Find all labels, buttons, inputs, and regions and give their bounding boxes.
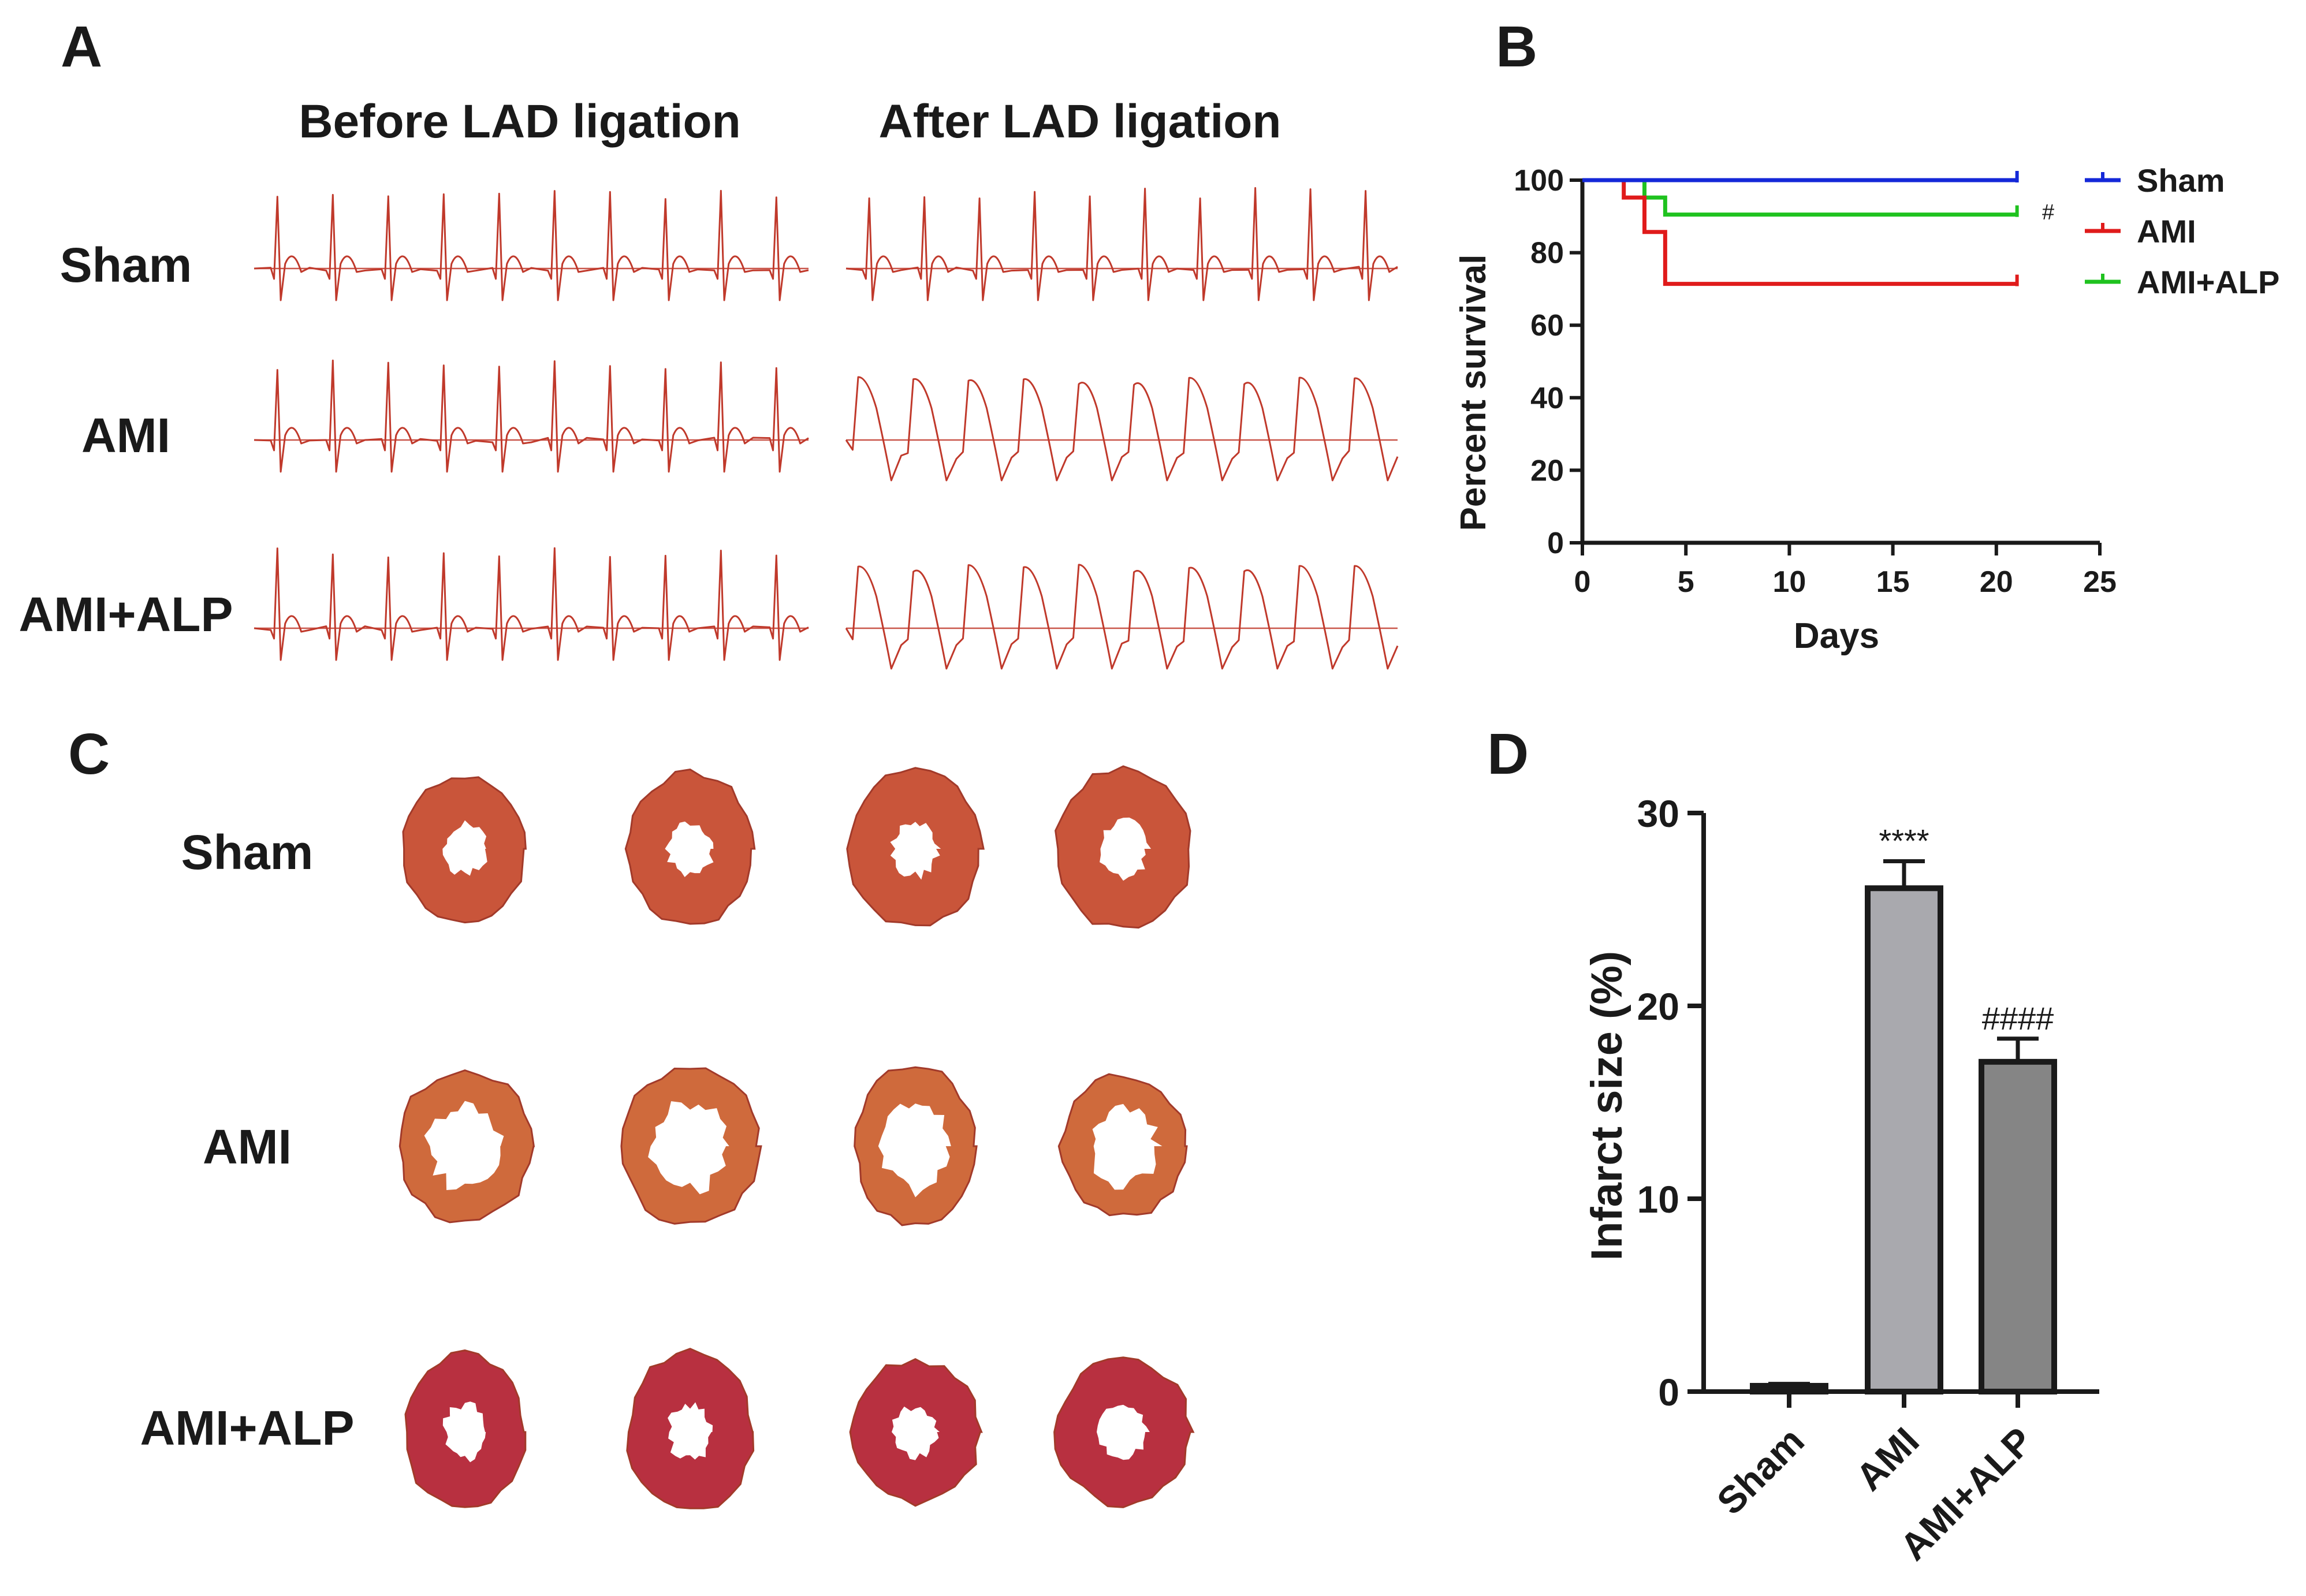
infarct-y-tick-label: 10 xyxy=(1637,1178,1679,1221)
infarct-axis-ticks: 0 10 20 30 xyxy=(1637,792,1704,1414)
slice-lumen xyxy=(442,1401,486,1463)
slice-lumen xyxy=(890,822,941,880)
survival-y-tick-label: 20 xyxy=(1530,454,1564,487)
heart-slice xyxy=(1053,1356,1195,1508)
survival-x-tick-label: 15 xyxy=(1876,565,1910,599)
ecg-row-label-sham: Sham xyxy=(60,238,192,292)
heart-slice xyxy=(1057,1073,1188,1217)
panel-b-label: B xyxy=(1496,14,1537,79)
header-after-lad: After LAD ligation xyxy=(879,95,1281,148)
bar-ami-alp xyxy=(1979,1058,2057,1394)
survival-legend: Sham AMI AMI+ALP xyxy=(2085,162,2279,300)
tissue-row-label-ami-alp: AMI+ALP xyxy=(140,1401,354,1455)
survival-y-tick-label: 0 xyxy=(1547,527,1564,560)
survival-line-ami-alp xyxy=(1582,178,2017,217)
slice-lumen xyxy=(892,1406,940,1460)
heart-slice xyxy=(846,767,985,927)
tissue-row-label-ami: AMI xyxy=(203,1120,292,1174)
survival-y-tick-label: 60 xyxy=(1530,309,1564,342)
significance-ami: **** xyxy=(1879,823,1929,859)
heart-slice xyxy=(854,1066,978,1226)
heart-slice xyxy=(849,1358,983,1507)
panel-a: A Before LAD ligation After LAD ligation… xyxy=(18,14,1399,670)
survival-x-tick-label: 0 xyxy=(1574,565,1591,599)
survival-line-ami xyxy=(1582,178,2017,286)
legend-label: AMI xyxy=(2137,213,2196,249)
survival-x-axis-label: Days xyxy=(1794,616,1879,656)
heart-slice xyxy=(1055,765,1191,929)
panel-b: B Percent survival Days 0 5 10 15 20 25 0 20 40 6… xyxy=(1454,14,2279,656)
survival-x-tick-label: 20 xyxy=(1980,565,2013,599)
infarct-y-tick-label: 0 xyxy=(1658,1371,1679,1414)
header-before-lad: Before LAD ligation xyxy=(299,95,740,148)
slice-lumen xyxy=(1097,1404,1150,1460)
slice-lumen xyxy=(424,1101,504,1190)
category-label-sham: Sham xyxy=(1708,1419,1812,1523)
heart-slice-images xyxy=(398,765,1195,1509)
tissue-row-label-sham: Sham xyxy=(181,825,314,879)
survival-axis-ticks: 0 5 10 15 20 25 0 20 40 60 80 100 xyxy=(1514,164,2117,599)
slice-lumen xyxy=(668,1402,713,1460)
panel-d-label: D xyxy=(1487,722,1529,786)
slice-lumen xyxy=(878,1103,951,1198)
infarct-y-tick-label: 30 xyxy=(1637,792,1679,835)
survival-x-tick-label: 10 xyxy=(1772,565,1806,599)
ecg-row-label-ami: AMI xyxy=(81,408,170,463)
slice-lumen xyxy=(665,821,714,877)
slice-lumen xyxy=(1100,817,1152,881)
heart-slice xyxy=(626,1348,755,1509)
heart-slice xyxy=(402,776,527,924)
survival-y-tick-label: 80 xyxy=(1530,237,1564,270)
survival-y-tick-label: 40 xyxy=(1530,382,1564,415)
survival-curves xyxy=(1582,171,2019,286)
heart-slice xyxy=(398,1069,535,1224)
panel-d: D Infarct size (%) 0 10 20 30 Sham **** AMI ##… xyxy=(1487,722,2099,1568)
ecg-trace-before xyxy=(254,547,809,661)
ecg-row-label-ami-alp: AMI+ALP xyxy=(18,587,233,642)
category-label-ami: AMI xyxy=(1847,1419,1927,1499)
survival-y-axis-label: Percent survival xyxy=(1454,254,1493,531)
survival-significance-mark: # xyxy=(2042,200,2054,225)
ecg-traces xyxy=(254,187,1399,670)
survival-x-tick-label: 5 xyxy=(1678,565,1694,599)
infarct-bars: Sham****AMI####AMI+ALP xyxy=(1708,823,2057,1568)
survival-y-tick-label: 100 xyxy=(1514,164,1564,197)
panel-a-label: A xyxy=(61,14,102,79)
heart-slice xyxy=(620,1067,762,1225)
legend-label: AMI+ALP xyxy=(2137,264,2279,300)
panel-c-label: C xyxy=(68,722,110,786)
slice-lumen xyxy=(648,1101,729,1195)
ecg-trace-after xyxy=(845,564,1399,670)
ecg-trace-after xyxy=(845,187,1398,301)
survival-x-tick-label: 25 xyxy=(2083,565,2117,599)
significance-ami-alp: #### xyxy=(1982,1000,2054,1036)
legend-label: Sham xyxy=(2137,162,2225,199)
ecg-trace-before xyxy=(254,189,809,301)
heart-slice xyxy=(404,1349,527,1508)
bar-sham xyxy=(1750,1382,1828,1394)
bar-ami xyxy=(1865,885,1943,1394)
infarct-y-tick-label: 20 xyxy=(1637,985,1679,1028)
heart-slice xyxy=(624,769,756,925)
ecg-trace-after xyxy=(845,376,1399,482)
slice-lumen xyxy=(1092,1103,1163,1190)
ecg-trace-before xyxy=(254,359,809,473)
slice-lumen xyxy=(442,820,487,876)
infarct-y-axis-label: Infarct size (%) xyxy=(1582,951,1631,1261)
panel-c: C Sham AMI AMI+ALP xyxy=(68,722,1195,1509)
